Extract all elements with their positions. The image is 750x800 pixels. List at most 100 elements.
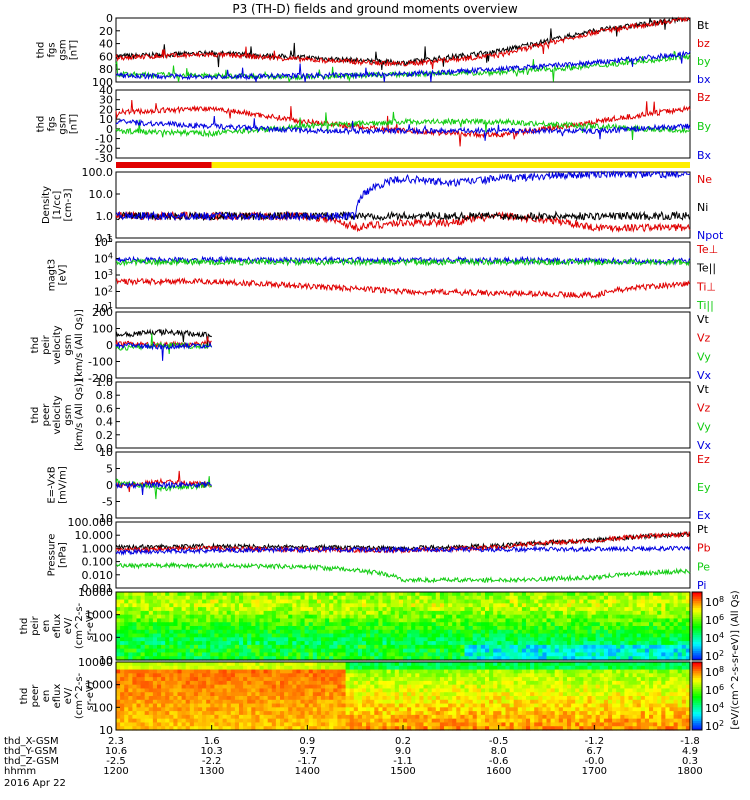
heatmap-cell: [439, 644, 445, 650]
heatmap-cell: [460, 699, 466, 705]
heatmap-cell: [628, 669, 634, 674]
heatmap-cell: [591, 618, 597, 623]
heatmap-cell: [349, 703, 355, 708]
heatmap-cell: [308, 592, 314, 597]
heatmap-cell: [485, 726, 490, 731]
heatmap-cell: [448, 677, 453, 682]
heatmap-cell: [435, 595, 441, 601]
heatmap-cell: [247, 696, 252, 701]
tick-label: 100.0: [82, 166, 114, 179]
heatmap-cell: [161, 633, 166, 638]
heatmap-cell: [218, 599, 224, 604]
heatmap-cell: [288, 665, 293, 671]
heatmap-cell: [640, 652, 646, 657]
heatmap-cell: [378, 603, 384, 608]
heatmap-cell: [226, 610, 232, 616]
heatmap-cell: [653, 626, 658, 631]
heatmap-cell: [362, 662, 367, 667]
heatmap-cell: [517, 592, 523, 597]
heatmap-cell: [337, 607, 343, 612]
heatmap-cell: [509, 622, 515, 627]
heatmap-cell: [444, 607, 449, 612]
heatmap-cell: [378, 703, 384, 708]
heatmap-cell: [304, 699, 310, 705]
heatmap-cell: [341, 692, 347, 697]
heatmap-cell: [681, 610, 687, 616]
heatmap-cell: [624, 599, 630, 604]
heatmap-cell: [591, 610, 597, 616]
heatmap-cell: [587, 699, 593, 705]
heatmap-cell: [644, 626, 650, 631]
heatmap-cell: [304, 684, 310, 690]
heatmap-cell: [157, 626, 162, 631]
legend-entry: Ti||: [696, 299, 714, 312]
heatmap-cell: [558, 718, 564, 724]
heatmap-cell: [362, 718, 367, 724]
heatmap-cell: [526, 614, 531, 620]
heatmap-cell: [493, 722, 498, 727]
heatmap-cell: [554, 714, 560, 720]
heatmap-cell: [407, 614, 412, 620]
heatmap-cell: [169, 714, 174, 720]
heatmap-cell: [144, 688, 150, 693]
heatmap-cell: [193, 703, 199, 708]
heatmap-cell: [456, 680, 461, 686]
heatmap-cell: [193, 652, 199, 657]
heatmap-cell: [263, 607, 269, 612]
heatmap-cell: [329, 599, 334, 604]
heatmap-cell: [263, 618, 269, 623]
heatmap-cell: [513, 665, 519, 671]
heatmap-cell: [243, 614, 248, 620]
heatmap-cell: [419, 688, 425, 693]
heatmap-cell: [456, 714, 461, 720]
heatmap-cell: [366, 637, 371, 642]
heatmap-cell: [374, 662, 379, 667]
heatmap-cell: [480, 696, 486, 701]
heatmap-cell: [534, 622, 539, 627]
heatmap-cell: [431, 662, 437, 667]
heatmap-cell: [173, 648, 179, 654]
heatmap-cell: [210, 680, 215, 686]
heatmap-cell: [554, 707, 560, 712]
heatmap-cell: [230, 673, 236, 678]
heatmap-cell: [239, 669, 244, 674]
heatmap-cell: [378, 718, 384, 724]
heatmap-cell: [378, 665, 384, 671]
heatmap-cell: [394, 684, 400, 690]
heatmap-cell: [169, 662, 174, 667]
heatmap-cell: [669, 641, 675, 646]
heatmap-cell: [517, 673, 523, 678]
heatmap-cell: [579, 603, 584, 608]
heatmap-cell: [608, 677, 613, 682]
heatmap-cell: [534, 714, 539, 720]
heatmap-cell: [550, 684, 556, 690]
heatmap-cell: [620, 673, 625, 678]
heatmap-cell: [206, 677, 211, 682]
heatmap-cell: [337, 614, 343, 620]
heatmap-cell: [116, 656, 121, 661]
heatmap-cell: [497, 629, 502, 635]
heatmap-cell: [198, 711, 203, 716]
heatmap-cell: [526, 633, 531, 638]
heatmap-cell: [489, 688, 494, 693]
heatmap-cell: [345, 696, 351, 701]
heatmap-cell: [177, 610, 183, 616]
heatmap-cell: [685, 592, 691, 597]
heatmap-cell: [608, 707, 613, 712]
heatmap-cell: [468, 607, 474, 612]
heatmap-cell: [472, 726, 478, 731]
heatmap-cell: [292, 696, 297, 701]
heatmap-cell: [169, 680, 174, 686]
heatmap-cell: [595, 652, 601, 657]
heatmap-cell: [116, 703, 121, 708]
heatmap-cell: [661, 648, 666, 654]
heatmap-cell: [177, 603, 183, 608]
heatmap-cell: [542, 637, 548, 642]
panel-peir_velocity: [115, 311, 691, 379]
heatmap-cell: [591, 607, 597, 612]
heatmap-cell: [534, 644, 539, 650]
heatmap-cell: [439, 607, 445, 612]
heatmap-cell: [230, 656, 236, 661]
heatmap-cell: [198, 703, 203, 708]
